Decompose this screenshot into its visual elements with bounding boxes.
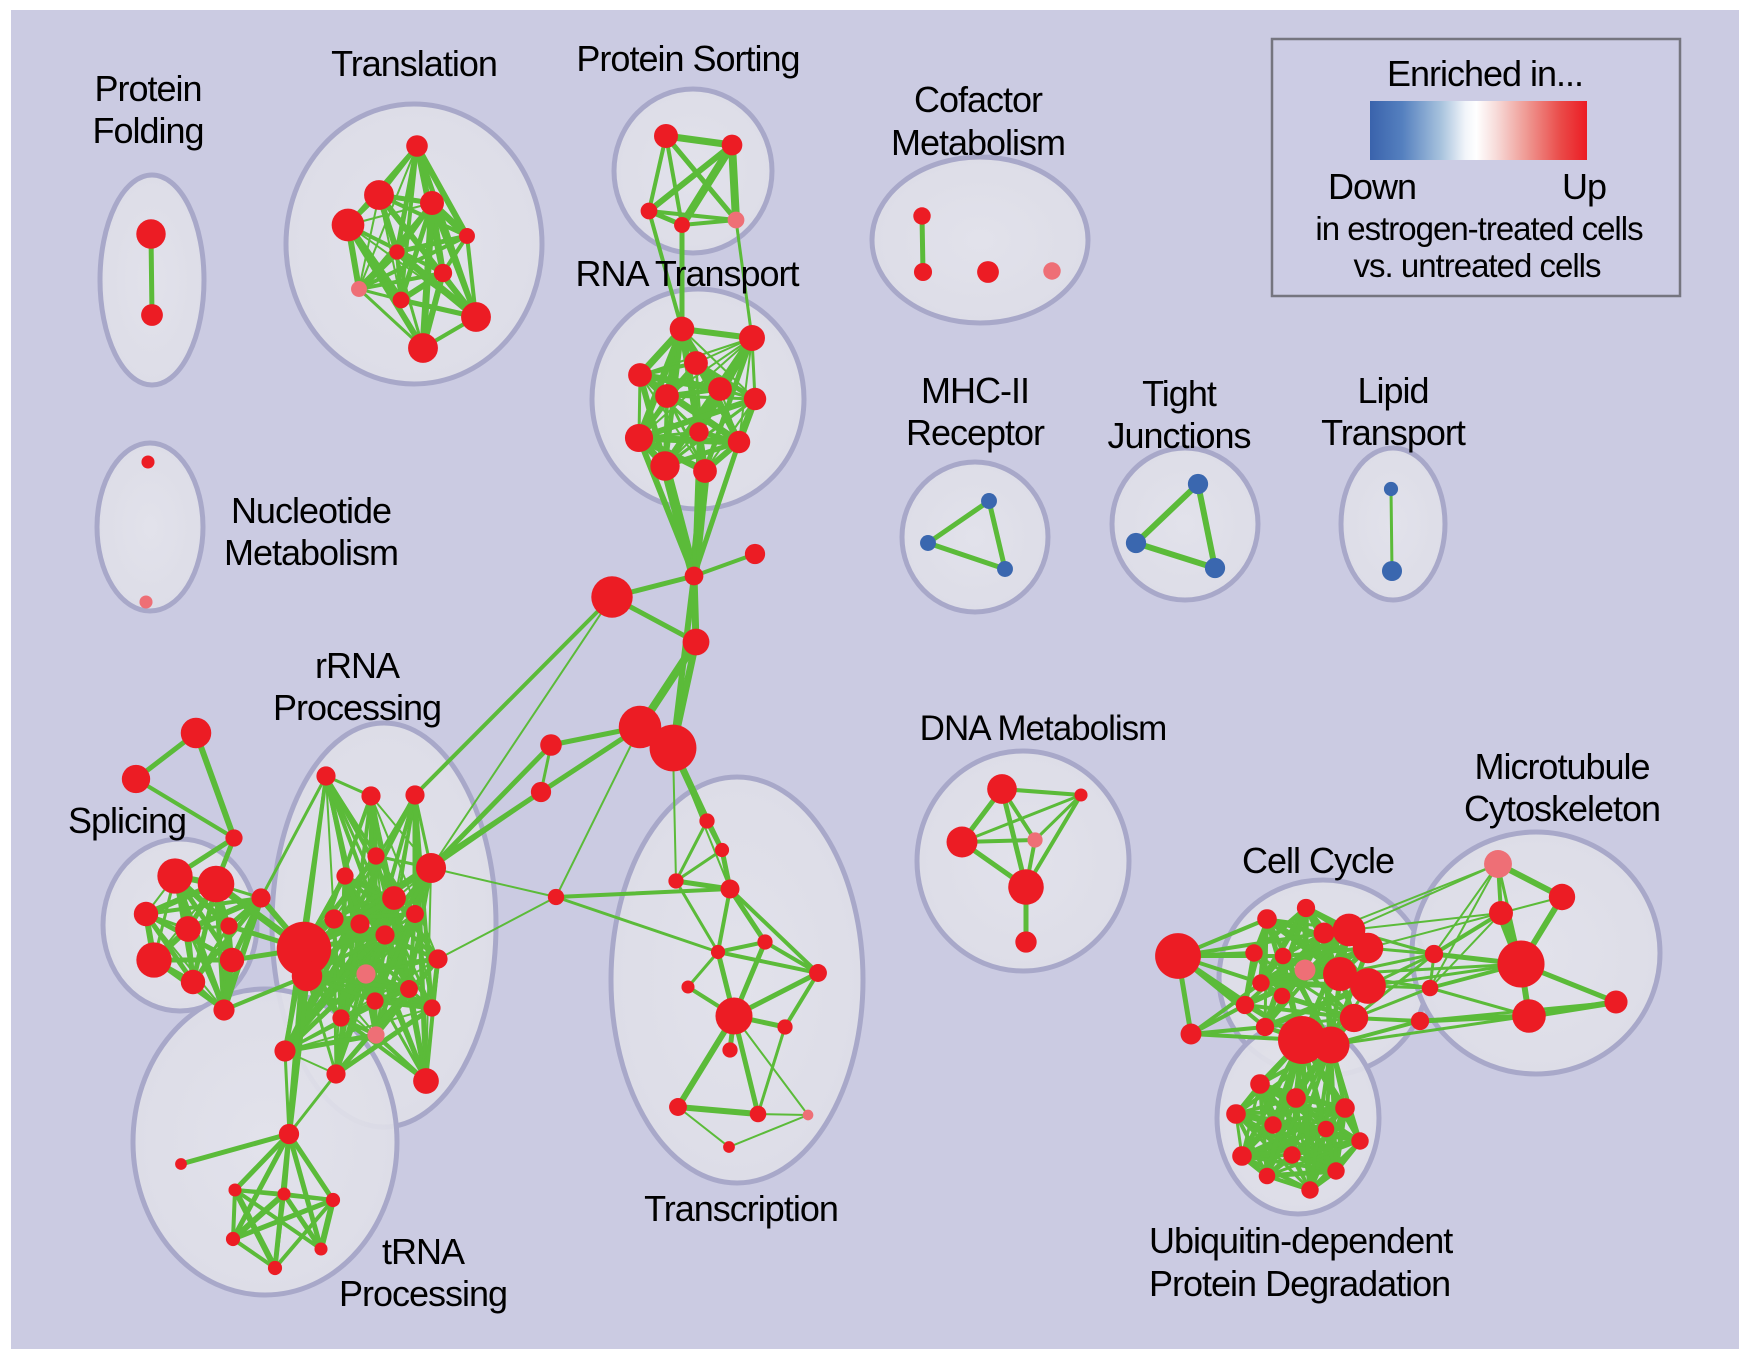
- svg-text:Processing: Processing: [273, 687, 441, 728]
- svg-text:Tight: Tight: [1142, 373, 1217, 414]
- svg-text:RNA Transport: RNA Transport: [575, 253, 799, 294]
- svg-text:Transport: Transport: [1321, 412, 1466, 453]
- svg-text:Receptor: Receptor: [906, 412, 1045, 453]
- svg-text:Metabolism: Metabolism: [891, 122, 1065, 163]
- svg-text:DNA Metabolism: DNA Metabolism: [920, 709, 1167, 748]
- svg-text:Cytoskeleton: Cytoskeleton: [1464, 788, 1660, 829]
- svg-text:Protein: Protein: [94, 68, 201, 109]
- svg-text:Enriched in...: Enriched in...: [1387, 53, 1583, 94]
- svg-text:Cofactor: Cofactor: [914, 79, 1043, 120]
- svg-text:Lipid: Lipid: [1357, 370, 1428, 411]
- svg-text:Ubiquitin-dependent: Ubiquitin-dependent: [1149, 1220, 1453, 1261]
- svg-text:Transcription: Transcription: [644, 1188, 838, 1229]
- svg-text:MHC-II: MHC-II: [921, 370, 1029, 411]
- svg-text:Processing: Processing: [339, 1273, 507, 1314]
- svg-text:Nucleotide: Nucleotide: [231, 490, 391, 531]
- svg-text:Translation: Translation: [331, 43, 497, 84]
- svg-text:Metabolism: Metabolism: [224, 532, 398, 573]
- svg-text:vs. untreated cells: vs. untreated cells: [1354, 247, 1601, 284]
- svg-text:Protein Degradation: Protein Degradation: [1149, 1263, 1450, 1304]
- svg-text:Down: Down: [1328, 166, 1416, 207]
- svg-text:Protein Sorting: Protein Sorting: [576, 38, 799, 79]
- svg-text:Cell Cycle: Cell Cycle: [1242, 840, 1394, 881]
- svg-text:rRNA: rRNA: [315, 645, 400, 686]
- svg-text:Folding: Folding: [92, 110, 203, 151]
- svg-text:Up: Up: [1562, 166, 1606, 207]
- svg-text:Microtubule: Microtubule: [1474, 746, 1649, 787]
- svg-text:tRNA: tRNA: [382, 1231, 465, 1272]
- svg-text:Junctions: Junctions: [1107, 415, 1250, 456]
- svg-text:in estrogen-treated cells: in estrogen-treated cells: [1315, 210, 1643, 247]
- svg-text:Splicing: Splicing: [68, 800, 186, 841]
